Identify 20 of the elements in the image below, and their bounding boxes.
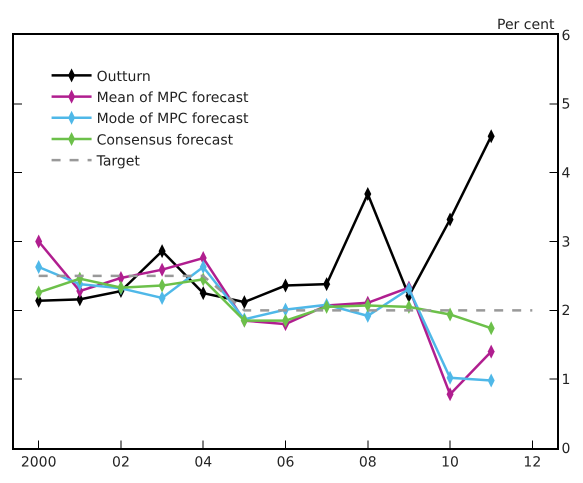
x-tick-label: 04 — [194, 454, 212, 471]
y-tick-label: 5 — [562, 96, 570, 113]
y-tick-label: 3 — [562, 234, 570, 250]
y-tick-label: 6 — [562, 28, 571, 44]
x-tick-label: 06 — [276, 454, 294, 471]
legend-label: Mean of MPC forecast — [96, 90, 249, 106]
legend-label: Consensus forecast — [96, 132, 234, 148]
x-tick-label: 2000 — [20, 454, 56, 471]
x-tick-label: 12 — [523, 454, 542, 471]
legend-label: Target — [96, 154, 140, 170]
legend-label: Outturn — [96, 68, 151, 85]
x-tick-label: 08 — [358, 454, 377, 471]
x-tick-label: 02 — [112, 454, 130, 471]
y-tick-label: 4 — [562, 166, 571, 182]
y-axis-title: Per cent — [497, 17, 555, 33]
x-tick-label: 10 — [441, 454, 459, 471]
legend-label: Mode of MPC forecast — [96, 111, 249, 128]
y-tick-label: 0 — [562, 440, 570, 457]
y-tick-label: 2 — [562, 303, 570, 320]
y-tick-label: 1 — [562, 372, 570, 388]
